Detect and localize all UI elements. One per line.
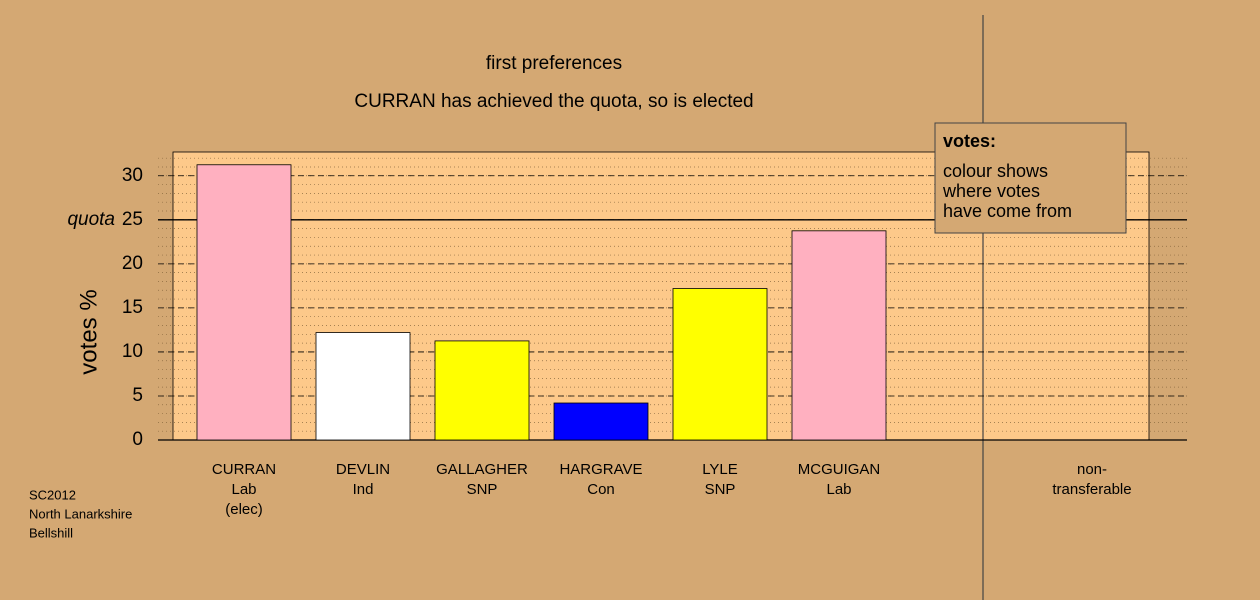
legend-title: votes: <box>943 131 996 151</box>
chart-subtitle: CURRAN has achieved the quota, so is ele… <box>354 91 753 112</box>
legend-box <box>934 122 1127 234</box>
bar <box>672 288 768 441</box>
legend-text: colour shows <box>943 161 1048 181</box>
footnote: Bellshill <box>29 525 73 540</box>
y-tick-label: 15 <box>122 297 143 318</box>
x-tick-label: CURRAN <box>212 461 276 478</box>
x-tick-label: Lab <box>231 481 256 498</box>
bar <box>315 332 411 441</box>
footnote: SC2012 <box>29 487 76 502</box>
bar <box>553 402 649 441</box>
x-tick-label: transferable <box>1052 481 1131 498</box>
x-tick-label: Ind <box>353 481 374 498</box>
y-tick-label: 10 <box>122 341 143 362</box>
legend-text: have come from <box>943 201 1072 221</box>
x-tick-label: HARGRAVE <box>559 461 642 478</box>
y-axis-label: votes % <box>75 289 102 374</box>
footnote: North Lanarkshire <box>29 506 132 521</box>
y-tick-label: 30 <box>122 165 143 186</box>
x-tick-label: MCGUIGAN <box>798 461 881 478</box>
x-tick-label: (elec) <box>225 501 263 518</box>
x-tick-label: SNP <box>467 481 498 498</box>
legend-text: where votes <box>942 181 1040 201</box>
y-tick-label: 5 <box>132 385 143 406</box>
y-tick-label: 25 <box>122 209 143 230</box>
x-tick-label: LYLE <box>702 461 738 478</box>
bar <box>196 164 292 441</box>
bar <box>434 340 530 441</box>
quota-label: quota <box>67 209 115 230</box>
x-tick-label: DEVLIN <box>336 461 390 478</box>
y-tick-label: 0 <box>132 429 143 450</box>
x-tick-label: Lab <box>826 481 851 498</box>
x-tick-label: Con <box>587 481 615 498</box>
x-tick-label: SNP <box>705 481 736 498</box>
chart-title: first preferences <box>486 53 622 74</box>
x-tick-label: non- <box>1077 461 1107 478</box>
x-tick-label: GALLAGHER <box>436 461 528 478</box>
bar <box>791 230 887 441</box>
y-tick-label: 20 <box>122 253 143 274</box>
